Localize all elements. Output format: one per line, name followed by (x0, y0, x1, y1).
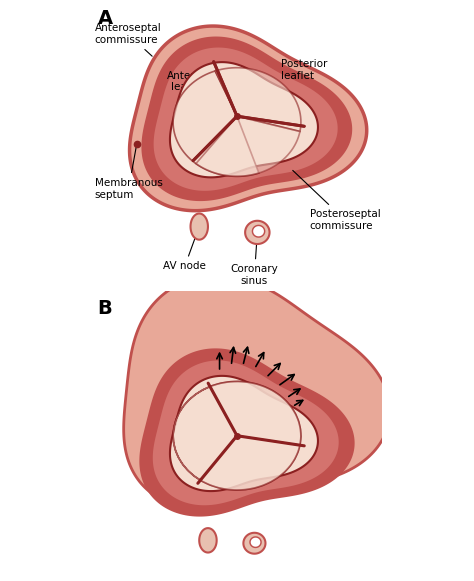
Text: B: B (98, 299, 112, 318)
PathPatch shape (129, 26, 367, 211)
PathPatch shape (154, 48, 337, 191)
PathPatch shape (124, 276, 390, 508)
PathPatch shape (245, 221, 270, 244)
Text: Septal
leaflet: Septal leaflet (226, 123, 259, 145)
PathPatch shape (201, 436, 300, 490)
PathPatch shape (153, 361, 339, 505)
PathPatch shape (253, 225, 264, 237)
Text: Posterior
leaflet: Posterior leaflet (281, 59, 327, 81)
PathPatch shape (250, 537, 261, 547)
PathPatch shape (191, 214, 208, 239)
PathPatch shape (170, 62, 318, 177)
Text: A: A (98, 9, 113, 28)
Text: Membranous
septum: Membranous septum (95, 146, 163, 200)
PathPatch shape (243, 533, 265, 554)
PathPatch shape (173, 71, 259, 176)
PathPatch shape (210, 382, 301, 445)
PathPatch shape (173, 382, 301, 490)
PathPatch shape (199, 528, 217, 553)
Text: Posteroseptal
commissure: Posteroseptal commissure (293, 170, 380, 231)
PathPatch shape (170, 376, 318, 491)
PathPatch shape (196, 116, 300, 177)
PathPatch shape (141, 350, 353, 515)
PathPatch shape (215, 68, 301, 131)
PathPatch shape (143, 38, 351, 200)
Text: Anteroseptal
commissure: Anteroseptal commissure (95, 23, 162, 56)
Text: Coronary
sinus: Coronary sinus (230, 235, 278, 286)
Text: AV node: AV node (163, 229, 206, 271)
Text: Anterior
leaflet: Anterior leaflet (166, 70, 209, 92)
